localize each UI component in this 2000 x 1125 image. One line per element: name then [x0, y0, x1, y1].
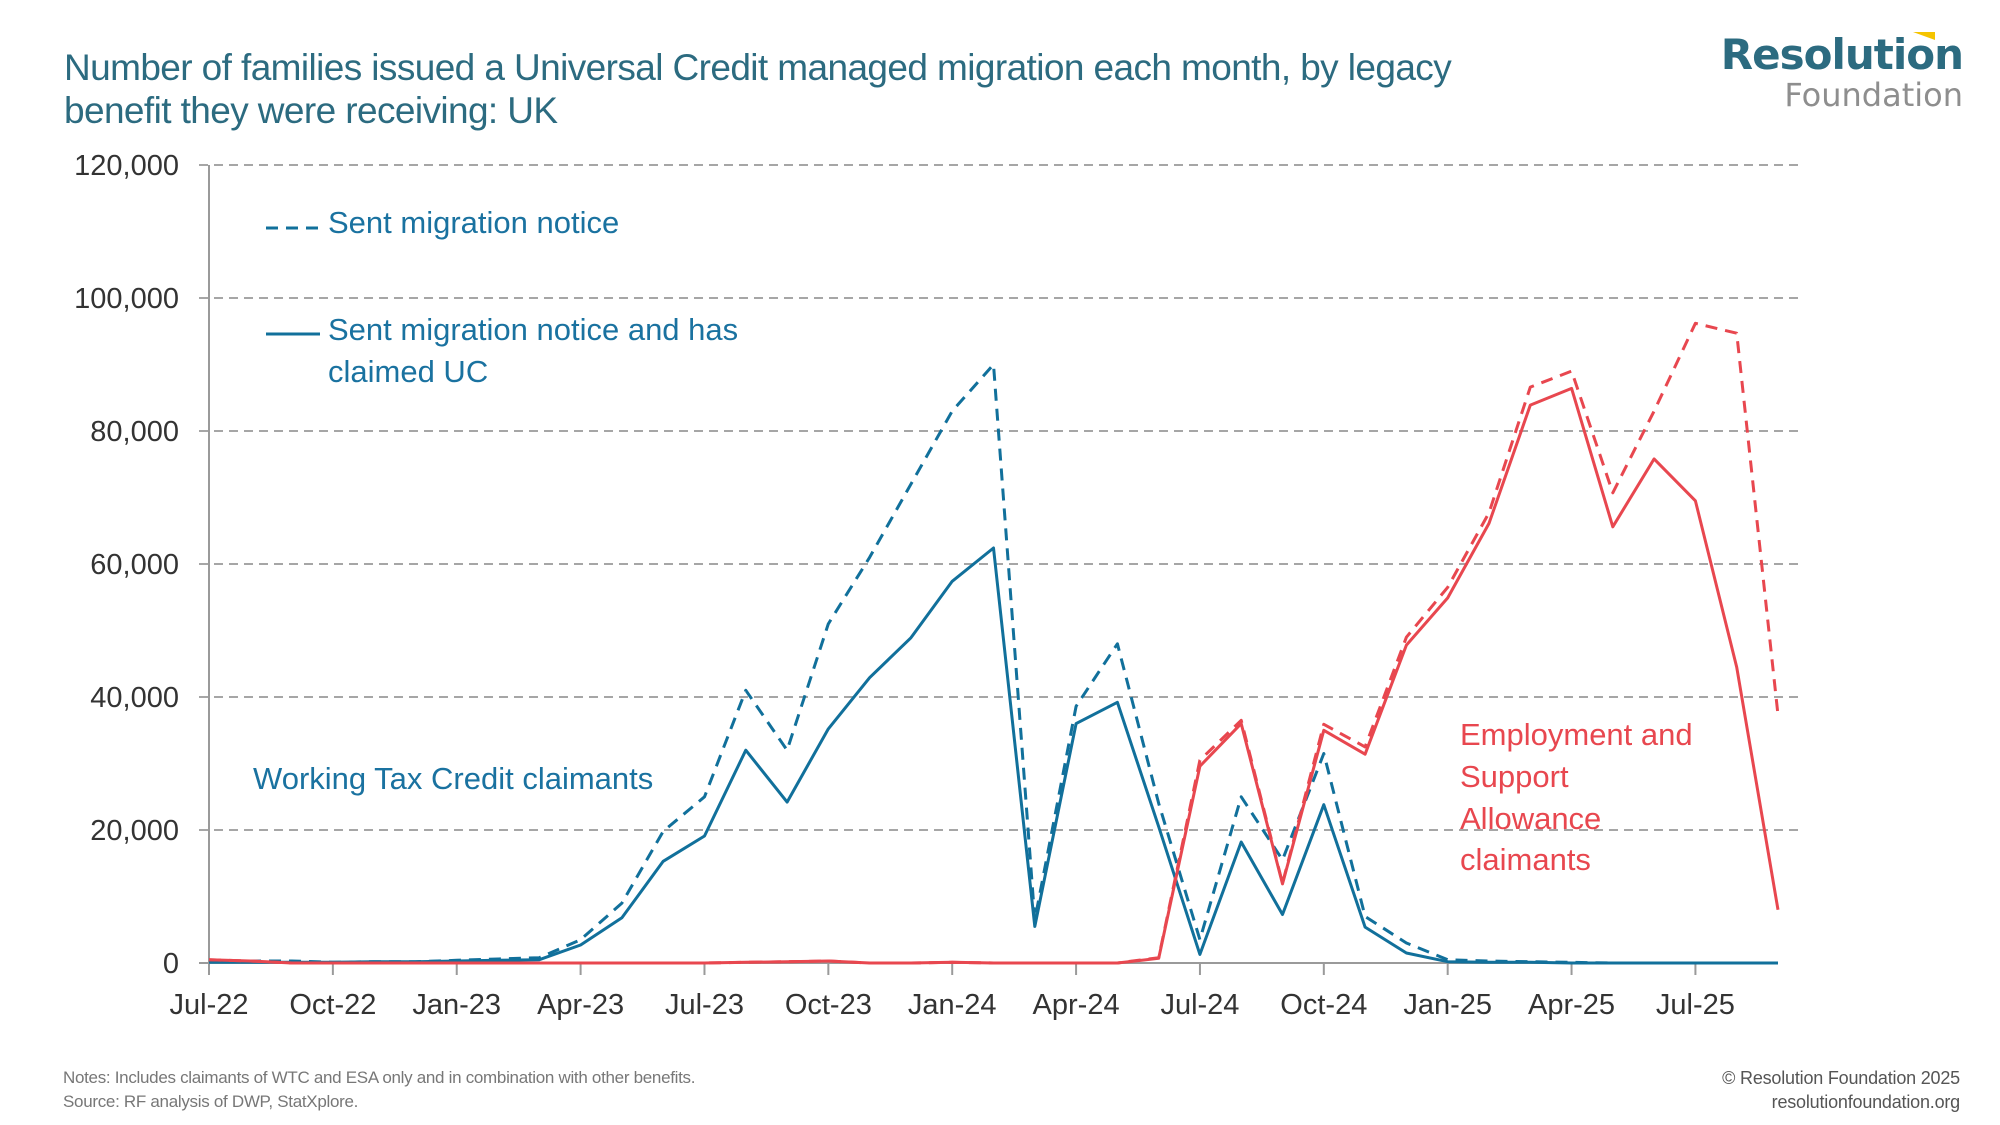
legend-label-claimed-uc-line-2: claimed UC — [328, 354, 488, 389]
x-tick-label: Apr-24 — [1033, 989, 1120, 1021]
annotation-esa-line-4: claimants — [1460, 842, 1591, 877]
resolution-foundation-logo: Resolution Foundation — [1721, 30, 1975, 120]
x-tick-label: Jul-23 — [665, 989, 744, 1021]
line-chart: 020,00040,00060,00080,000100,000120,000 … — [74, 150, 1798, 1021]
y-tick-label: 120,000 — [74, 150, 179, 182]
x-tick-label: Jan-23 — [412, 989, 501, 1021]
x-tick-label: Jul-22 — [170, 989, 249, 1021]
series-line-esa-solid — [208, 386, 1780, 965]
x-tick-label: Oct-23 — [785, 989, 872, 1021]
chart-title: Number of families issued a Universal Cr… — [64, 46, 1704, 132]
annotation-esa-line-3: Allowance — [1460, 801, 1601, 836]
legend: Sent migration notice Sent migration not… — [266, 205, 738, 389]
annotations: Working Tax Credit claimants Employment … — [253, 717, 1693, 877]
copyright-text: © Resolution Foundation 2025 — [1722, 1068, 1960, 1088]
x-axis-ticks: Jul-22 Oct-22 Jan-23 Apr-23 Jul-23 Oct-23 Jan-… — [170, 963, 1735, 1021]
notes-text: Notes: Includes claimants of WTC and ESA… — [63, 1068, 696, 1087]
x-tick-label: Oct-24 — [1280, 989, 1367, 1021]
logo-flag-icon — [1913, 32, 1935, 40]
source-text: Source: RF analysis of DWP, StatXplore. — [63, 1092, 359, 1111]
logo-wordmark-bottom: Foundation — [1784, 76, 1963, 114]
legend-label-claimed-uc-line-1: Sent migration notice and has — [328, 312, 738, 347]
logo-wordmark-top: Resolution — [1720, 30, 1964, 79]
series-line-wtc-solid — [209, 546, 1778, 965]
footer-copyright: © Resolution Foundation 2025 resolutionf… — [1722, 1066, 1960, 1114]
y-tick-label: 40,000 — [90, 682, 179, 714]
y-tick-label: 80,000 — [90, 416, 179, 448]
chart-title-line-1: Number of families issued a Universal Cr… — [64, 47, 1452, 88]
y-tick-label: 100,000 — [74, 283, 179, 315]
y-tick-label: 60,000 — [90, 549, 179, 581]
y-tick-label: 0 — [163, 948, 179, 980]
annotation-esa-line-2: Support — [1460, 759, 1569, 794]
footer-notes: Notes: Includes claimants of WTC and ESA… — [63, 1066, 695, 1114]
website-link[interactable]: resolutionfoundation.org — [1771, 1092, 1961, 1112]
annotation-wtc: Working Tax Credit claimants — [253, 761, 653, 796]
annotation-esa-line-1: Employment and — [1460, 717, 1693, 752]
x-tick-label: Apr-23 — [537, 989, 624, 1021]
chart-title-line-2: benefit they were receiving: UK — [64, 90, 558, 131]
y-axis-ticks: 0 20,000 40,000 60,000 80,000 100,000 120,000 — [74, 150, 209, 980]
x-tick-label: Jul-24 — [1160, 989, 1239, 1021]
x-tick-label: Oct-22 — [289, 989, 376, 1021]
x-tick-label: Jul-25 — [1656, 989, 1735, 1021]
x-tick-label: Jan-25 — [1403, 989, 1492, 1021]
y-tick-label: 20,000 — [90, 815, 179, 847]
legend-label-sent-notice: Sent migration notice — [328, 205, 619, 240]
x-tick-label: Jan-24 — [908, 989, 997, 1021]
x-tick-label: Apr-25 — [1528, 989, 1615, 1021]
series-lines — [208, 321, 1780, 965]
